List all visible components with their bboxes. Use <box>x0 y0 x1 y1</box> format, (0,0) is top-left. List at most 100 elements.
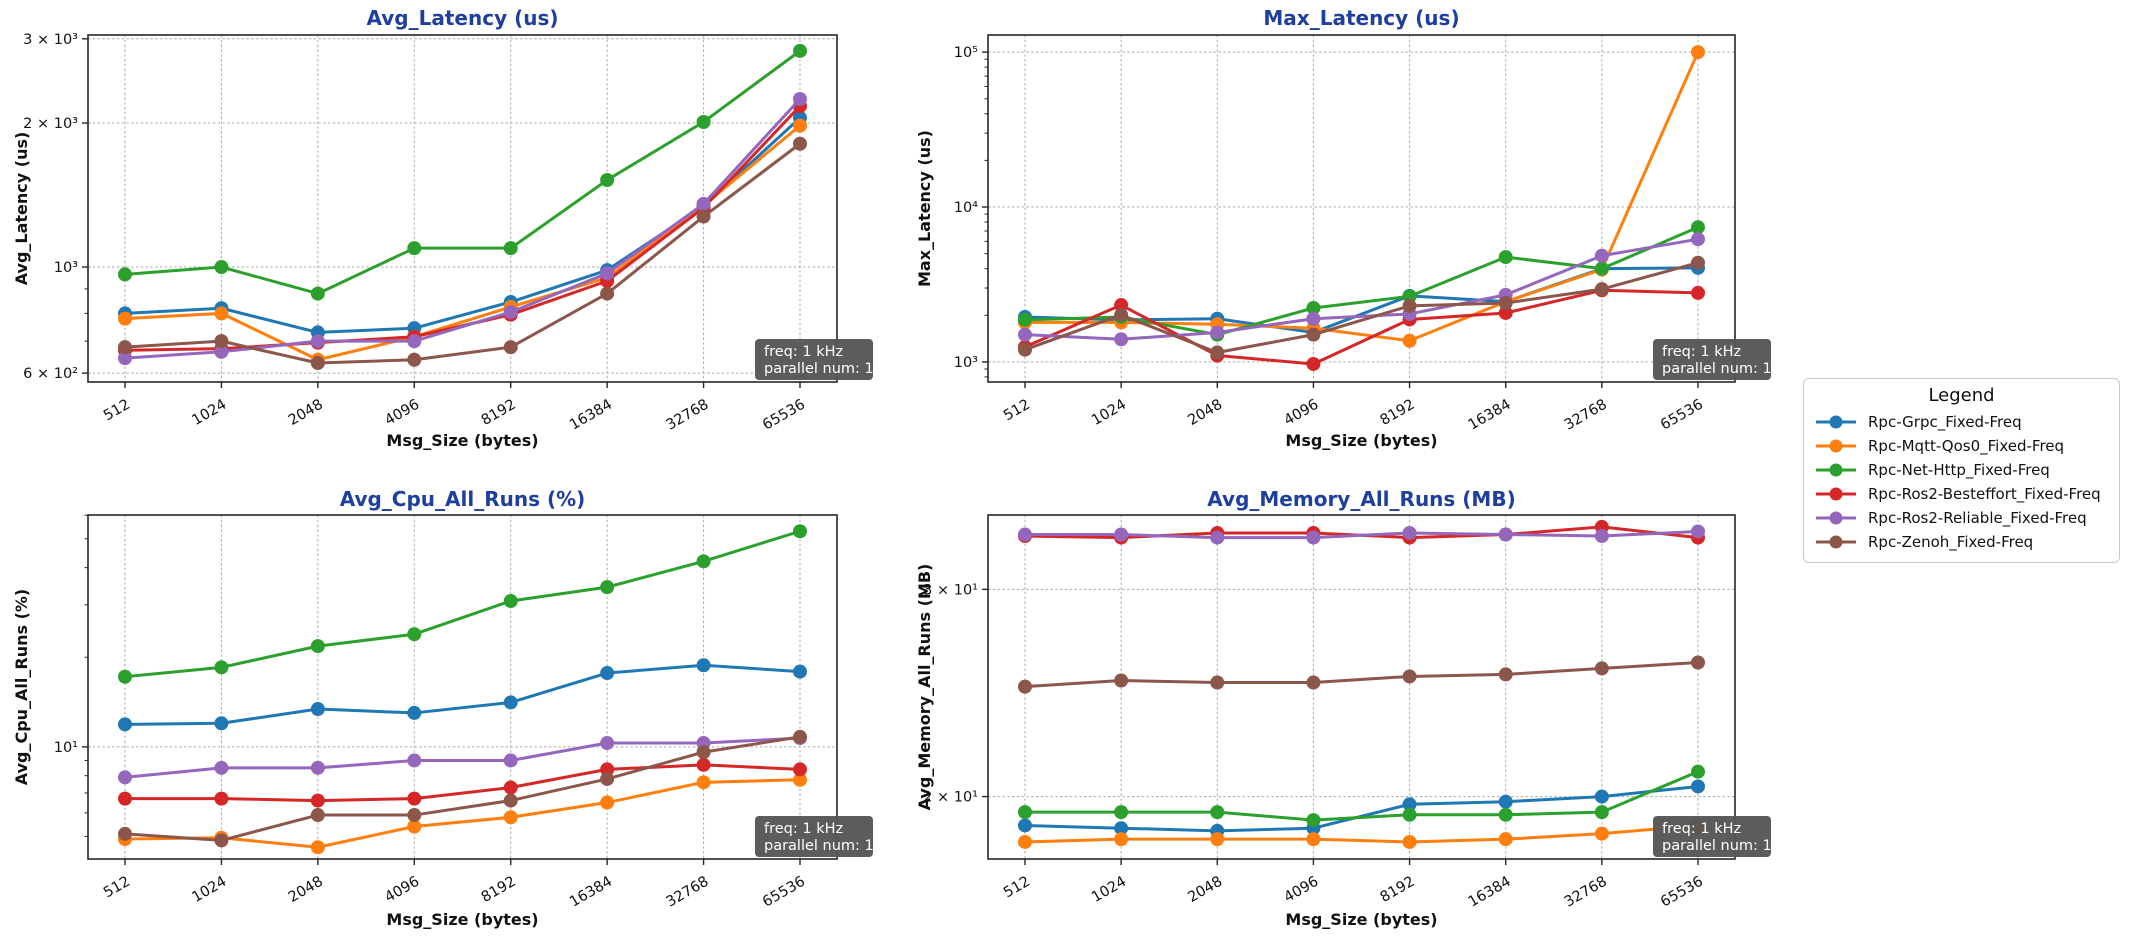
plot-border <box>987 514 1736 860</box>
x-tick-label: 2048 <box>1185 874 1225 906</box>
data-point <box>696 745 711 760</box>
y-tick-label: 10³ <box>54 260 78 276</box>
data-point <box>214 716 229 731</box>
data-point <box>1018 805 1032 820</box>
avg-cpu-chart: 512 1024 2048 4096 8192 16384 32768 65536 Msg_Si… <box>12 487 874 929</box>
data-point <box>1210 675 1225 690</box>
series-Rpc-Ros2-Reliable_Fixed-Freq <box>118 92 807 366</box>
data-point <box>696 209 711 224</box>
data-point <box>503 793 518 808</box>
x-tick-label: 1024 <box>1089 397 1129 429</box>
data-point <box>1691 779 1705 794</box>
data-point <box>1594 248 1609 263</box>
x-tick-label: 1024 <box>189 397 229 429</box>
series-Rpc-Net-Http_Fixed-Freq <box>118 43 807 301</box>
y-tick-label: 3 × 10¹ <box>923 582 978 598</box>
data-point <box>310 840 325 855</box>
annotation-line1: freq: 1 kHz <box>1662 821 1741 837</box>
legend-marker-icon <box>1816 415 1856 429</box>
data-point <box>600 286 615 301</box>
series-Rpc-Net-Http_Fixed-Freq <box>118 524 807 684</box>
y-tick-label: 10⁵ <box>954 45 978 61</box>
y-axis-label: Avg_Memory_All_Runs (MB) <box>915 564 934 811</box>
x-tick-label: 512 <box>101 397 133 425</box>
data-point <box>1018 834 1032 849</box>
data-point <box>696 757 711 772</box>
chart-title: Avg_Memory_All_Runs (MB) <box>1207 487 1515 511</box>
data-point <box>600 173 615 188</box>
legend-item: Rpc-Net-Http_Fixed-Freq <box>1814 458 2109 482</box>
data-point <box>793 729 807 744</box>
data-point <box>214 344 229 359</box>
avg-memory-chart: 512 1024 2048 4096 8192 16384 32768 65536 Msg_Si… <box>915 487 1772 929</box>
plot-border <box>87 514 838 860</box>
data-point <box>1498 527 1513 542</box>
annotation-line1: freq: 1 kHz <box>764 821 843 837</box>
data-point <box>793 136 807 151</box>
x-tick-label: 65536 <box>760 874 808 911</box>
data-point <box>1594 261 1609 276</box>
x-tick-label: 16384 <box>1466 874 1514 911</box>
x-tick-label: 8192 <box>479 874 519 906</box>
data-point <box>407 352 422 367</box>
data-point <box>407 627 422 642</box>
data-point <box>1402 669 1417 684</box>
data-point <box>1210 530 1225 545</box>
data-point <box>1691 764 1705 779</box>
data-point <box>118 340 132 355</box>
data-point <box>310 808 325 823</box>
data-point <box>214 306 229 321</box>
max-latency-chart: 512 1024 2048 4096 8192 16384 32768 65536 Msg_Si… <box>915 6 1772 450</box>
legend-item-label: Rpc-Mqtt-Qos0_Fixed-Freq <box>1868 437 2065 455</box>
data-point <box>214 334 229 349</box>
data-point <box>503 305 518 320</box>
data-point <box>310 760 325 775</box>
y-tick-label: 3 × 10³ <box>23 32 78 48</box>
data-point <box>1402 834 1417 849</box>
annotation-line2: parallel num: 1 <box>1662 361 1772 377</box>
x-axis: 512 1024 2048 4096 8192 16384 32768 65536 Msg_Si… <box>1001 382 1706 450</box>
data-point <box>310 286 325 301</box>
data-point <box>793 772 807 787</box>
y-tick-label: 10¹ <box>54 740 78 756</box>
legend-items: Rpc-Grpc_Fixed-Freq Rpc-Mqtt-Qos0_Fixed-F… <box>1814 410 2109 554</box>
data-point <box>118 770 132 785</box>
legend-item-label: Rpc-Net-Http_Fixed-Freq <box>1868 461 2050 479</box>
data-point <box>600 762 615 777</box>
data-point <box>1018 342 1032 357</box>
data-point <box>1306 832 1321 847</box>
data-point <box>793 762 807 777</box>
legend-item: Rpc-Mqtt-Qos0_Fixed-Freq <box>1814 434 2109 458</box>
data-point <box>1306 530 1321 545</box>
data-point <box>1306 813 1321 828</box>
data-point <box>214 660 229 675</box>
data-point <box>1498 250 1513 265</box>
series-Rpc-Zenoh_Fixed-Freq <box>118 729 807 848</box>
legend: Legend Rpc-Grpc_Fixed-Freq Rpc-Mqtt-Qos0_… <box>1803 378 2120 563</box>
y-tick-label: 2 × 10¹ <box>923 790 978 806</box>
data-point <box>1402 807 1417 822</box>
x-tick-label: 32768 <box>1562 874 1610 911</box>
legend-item: Rpc-Grpc_Fixed-Freq <box>1814 410 2109 434</box>
data-point <box>1114 527 1129 542</box>
data-point <box>310 639 325 654</box>
legend-marker-icon <box>1816 487 1856 501</box>
data-point <box>118 311 132 326</box>
data-point <box>214 760 229 775</box>
x-tick-label: 4096 <box>382 397 422 429</box>
data-point <box>503 340 518 355</box>
data-point <box>793 664 807 679</box>
data-point <box>118 351 132 366</box>
avg-latency-chart: 512 1024 2048 4096 8192 16384 32768 65536 Msg_Si… <box>12 6 874 450</box>
y-tick-label: 2 × 10³ <box>23 116 78 132</box>
legend-item-label: Rpc-Ros2-Reliable_Fixed-Freq <box>1868 509 2087 527</box>
data-point <box>1018 527 1032 542</box>
data-point <box>1691 45 1705 60</box>
data-point <box>118 791 132 806</box>
data-point <box>407 241 422 256</box>
data-point <box>1691 232 1705 247</box>
data-point <box>696 775 711 790</box>
